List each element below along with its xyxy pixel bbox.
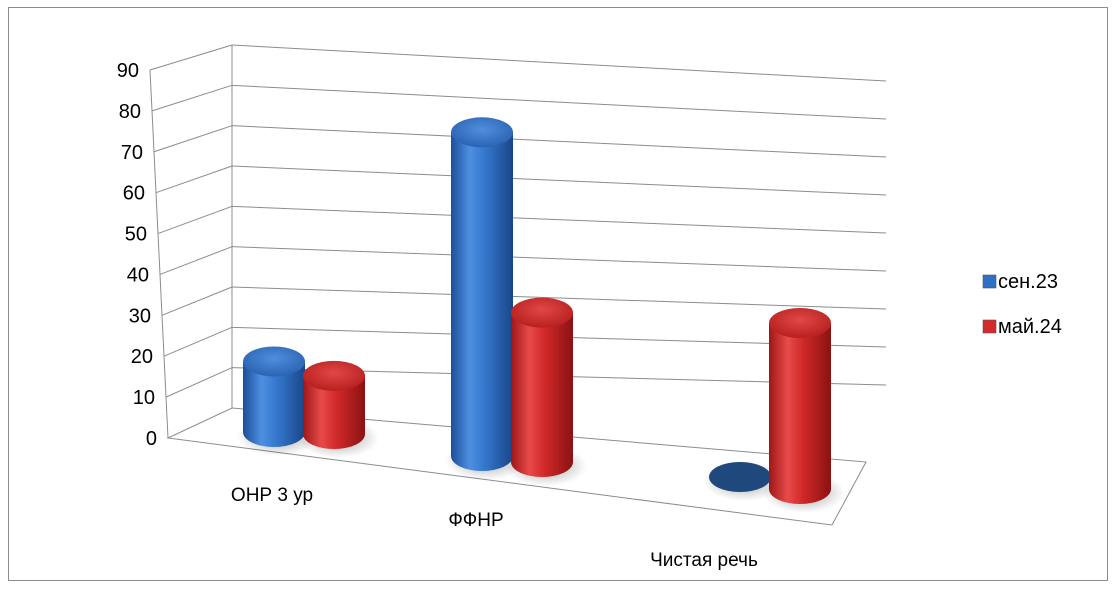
legend-label: сен.23 (998, 271, 1058, 293)
y-tick-label: 30 (129, 305, 151, 327)
bar-top (303, 360, 365, 391)
bar-body (303, 375, 365, 449)
gridline-side (159, 246, 233, 275)
y-tick-label: 80 (119, 101, 141, 123)
bar-may24-3 (763, 308, 845, 513)
y-tick-label: 40 (127, 264, 149, 286)
x-category-label: Чистая речь (650, 550, 758, 571)
gridline (231, 125, 887, 158)
y-tick-label: 50 (125, 224, 147, 246)
y-axis-tick-labels: 0 10 20 30 40 50 60 70 80 90 (117, 60, 157, 450)
bar-may24-2 (505, 297, 587, 486)
bar-top (511, 297, 573, 328)
y-tick-label: 90 (117, 60, 139, 82)
gridline (231, 246, 887, 272)
y-tick-label: 20 (131, 346, 153, 368)
gridline-side (153, 125, 233, 153)
bar-body (243, 361, 305, 447)
gridline (231, 44, 887, 82)
bar-body (511, 312, 573, 477)
axes (149, 45, 867, 526)
x-category-label: ОНР 3 ур (231, 485, 313, 506)
bar-may24-1 (297, 360, 379, 458)
bar-top (451, 117, 513, 148)
bar-top (709, 462, 771, 492)
gridline-side (151, 84, 233, 112)
bar-sen23-1 (237, 346, 319, 456)
bar-body (769, 323, 831, 504)
floor-outline (166, 407, 867, 526)
bars (237, 117, 845, 513)
y-tick-label: 10 (133, 387, 155, 409)
y-tick-label: 60 (123, 183, 145, 205)
gridline-side (157, 205, 233, 235)
bar-top (243, 346, 305, 377)
bar-top (769, 308, 831, 338)
bar-sen23-2 (445, 117, 527, 480)
legend-swatch (982, 319, 997, 334)
gridline-side (163, 326, 233, 357)
gridline-side (161, 286, 233, 316)
bar-body (451, 132, 513, 472)
category-labels: ОНР 3 ур ФФНР Чистая речь (231, 485, 758, 571)
gridline-side (149, 44, 233, 71)
y-axis-line (149, 69, 169, 439)
y-tick-label: 0 (146, 428, 157, 450)
legend-label: май.24 (998, 316, 1062, 338)
gridline-side (155, 165, 233, 194)
y-tick-label: 70 (121, 142, 143, 164)
gridline (231, 165, 887, 196)
gridline-side (165, 367, 233, 398)
legend: сен.23 май.24 (982, 271, 1062, 338)
gridline (231, 286, 887, 310)
chart-frame (8, 7, 1108, 581)
legend-swatch (982, 274, 997, 289)
gridline (231, 205, 887, 234)
x-category-label: ФФНР (448, 510, 503, 531)
gridline (231, 84, 887, 120)
